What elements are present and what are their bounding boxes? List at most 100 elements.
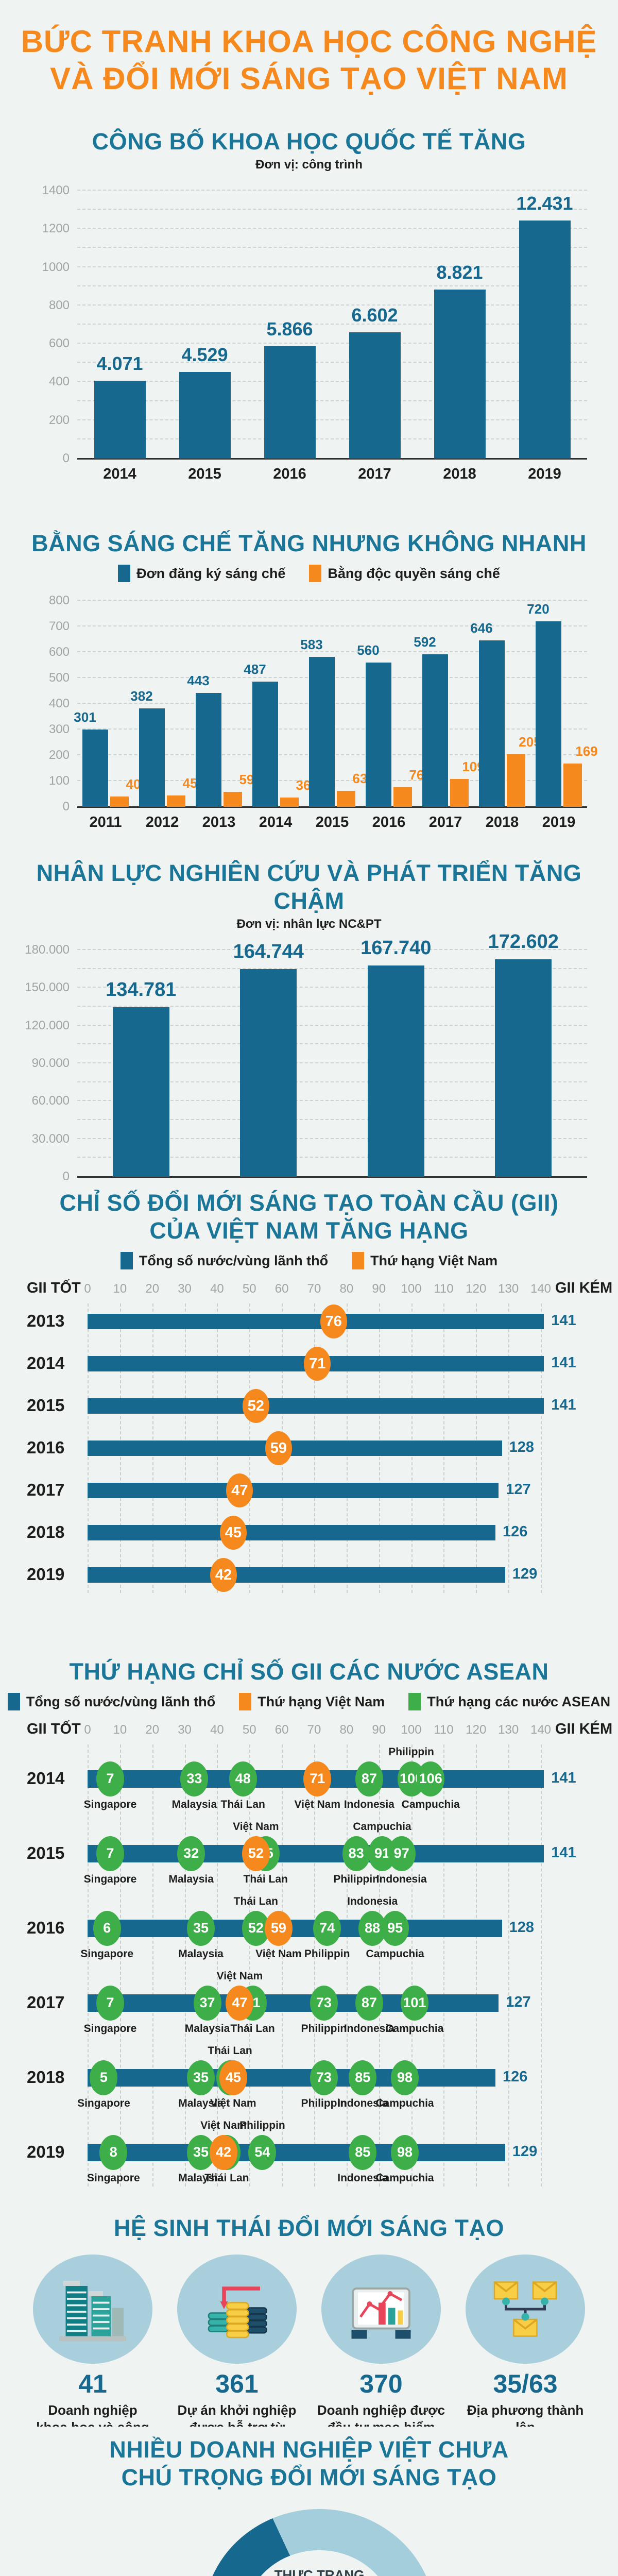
gridline <box>77 949 587 950</box>
country-label: Singapore <box>80 1947 134 1960</box>
country-label: Singapore <box>87 2172 140 2184</box>
bar <box>349 332 401 459</box>
chart-row: 2017 127 47 <box>0 1469 618 1512</box>
legend-swatch-blue <box>120 1252 133 1269</box>
country-label: Indonesia <box>337 2097 388 2109</box>
total-label: 141 <box>551 1312 576 1329</box>
vietnam-rank-dot: 59 <box>264 1910 293 1946</box>
row-year-label: 2016 <box>27 1918 65 1937</box>
section-publications: CÔNG BỐ KHOA HỌC QUỐC TẾ TĂNG Đơn vị: cô… <box>0 118 618 520</box>
axis-tick-label: 50 <box>242 1723 256 1737</box>
axis-tick-label: 130 <box>498 1723 519 1737</box>
legend-label: Đơn đăng ký sáng chế <box>136 565 286 581</box>
axis-tick-label: 90 <box>372 1282 386 1296</box>
ecosystem-value: 370 <box>359 2369 403 2398</box>
bar-group: 720 169 <box>527 601 598 807</box>
total-bar <box>88 1994 499 2012</box>
bar <box>280 798 299 807</box>
bar-group: 301 40 <box>74 601 141 807</box>
y-tick-label: 0 <box>62 451 70 465</box>
x-axis-labels: 2011 2012 2013 2014 2015 2016 2017 2018 2019 <box>77 814 587 831</box>
chart-row: 2015 141 52 <box>0 1385 618 1427</box>
vietnam-rank-dot: 52 <box>242 1389 269 1423</box>
asean-rank-dot: 87 <box>355 1761 383 1797</box>
bars-row: 301 40 382 45 443 59 487 36 583 63 560 76 592 109 646 2… <box>74 601 598 807</box>
asean-rank-dot: 73 <box>310 1985 338 2021</box>
asean-rank-dot: 85 <box>349 2134 377 2170</box>
country-label: Malaysia <box>178 2172 224 2184</box>
legend-swatch-orange <box>352 1252 365 1269</box>
bar-group: 164.744 <box>205 941 333 1177</box>
bar-value: 720 <box>527 601 550 617</box>
bar <box>179 371 231 459</box>
axis-tick-label: 0 <box>84 1723 91 1737</box>
country-label: Việt Nam <box>210 2097 256 2109</box>
asean-rank-dot: 37 <box>193 1985 221 2021</box>
axis-tick-label: 100 <box>401 1282 422 1296</box>
total-bar <box>88 1314 544 1329</box>
legend-label: Thứ hạng Việt Nam <box>258 1693 385 1709</box>
total-bar <box>88 1440 502 1456</box>
bar-value: 12.431 <box>516 193 573 214</box>
x-tick-label: 2014 <box>103 466 136 482</box>
vietnam-rank-dot: 59 <box>265 1431 292 1465</box>
asean-rank-dot: 87 <box>355 1985 383 2021</box>
y-tick-label: 90.000 <box>31 1056 70 1070</box>
axis-tick-label: 100 <box>401 1723 422 1737</box>
axis-tick-label: 120 <box>466 1282 487 1296</box>
y-tick-label: 600 <box>48 336 70 351</box>
axis-tick-label: 30 <box>178 1723 192 1737</box>
bar-value: 443 <box>187 672 210 688</box>
x-axis-labels: 2014 2015 2016 2017 2018 2019 <box>77 466 587 483</box>
gridline <box>541 1303 542 1593</box>
section-rnd: NHÂN LỰC NGHIÊN CỨU VÀ PHÁT TRIỂN TĂNG C… <box>0 850 618 1180</box>
vietnam-rank-dot: 47 <box>226 1985 254 2021</box>
y-tick-label: 1400 <box>42 183 70 197</box>
bar-group: 583 63 <box>300 601 367 807</box>
gridline <box>77 247 587 248</box>
ecosystem-caption: Doanh nghiệp khoa học và công nghệ thành… <box>36 2402 149 2427</box>
axis-tick-label: 20 <box>145 1282 160 1296</box>
country-label: Philippin <box>304 1947 350 1960</box>
asean-rank-dot: 97 <box>387 1836 416 1871</box>
axis-tick-label: 30 <box>178 1282 192 1296</box>
country-label: Malaysia <box>171 1798 217 1810</box>
bar-value: 301 <box>74 709 96 725</box>
axis-right-label: GII KÉM <box>555 1721 613 1737</box>
total-label: 127 <box>506 1481 531 1498</box>
country-label: Indonesia <box>344 2022 394 2035</box>
chart-row: 2018 126 45 <box>0 1512 618 1554</box>
asean-rank-dot: 98 <box>391 2134 419 2170</box>
donut-chart: THỰC TRẠNG THỰC HIỆN HOẠT ĐỘNG ĐỔI MỚI S… <box>0 2494 618 2576</box>
asean-rank-dot: 83 <box>342 1836 370 1871</box>
gridline <box>77 190 587 191</box>
bar-value: 560 <box>357 642 380 658</box>
x-tick-label: 2017 <box>358 466 391 482</box>
bar <box>264 346 316 459</box>
vietnam-rank-dot: 42 <box>210 1558 237 1592</box>
x-tick-label: 2014 <box>259 814 293 831</box>
bar <box>507 754 525 807</box>
chart-plot: 0 200 400 600 800 1000 1200 1400 4.071 4.529 5.866… <box>42 183 587 465</box>
country-label: Campuchia <box>401 1798 460 1810</box>
bar-group: 134.781 <box>77 950 205 1177</box>
gridline <box>476 1744 477 2187</box>
ecosystem-title: HỆ SINH THÁI ĐỔI MỚI SÁNG TẠO <box>114 2215 504 2241</box>
gridline <box>282 1744 283 2187</box>
bar-group: 382 45 <box>130 601 197 807</box>
gridline <box>77 968 587 969</box>
total-bar <box>88 2143 505 2161</box>
bar-group: 8.821 <box>417 191 502 459</box>
gridline <box>77 419 587 420</box>
bar-value: 40 <box>126 776 141 792</box>
x-axis-line <box>77 806 587 808</box>
country-label: Philippin <box>301 2022 347 2035</box>
legend-item: Bằng độc quyền sáng chế <box>309 565 500 582</box>
bar <box>110 796 129 807</box>
gridline <box>77 381 587 382</box>
country-label: Indonesia <box>337 2172 388 2184</box>
bar-group: 5.866 <box>247 191 332 459</box>
chart-rows: 2013 141 76 2014 141 71 2015 141 52 2016 128 59 2017… <box>0 1300 618 1596</box>
